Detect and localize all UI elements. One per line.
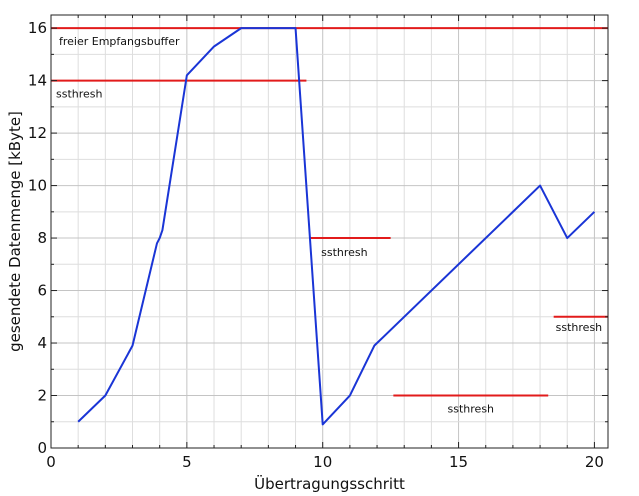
- x-tick-label: 10: [313, 453, 332, 471]
- y-axis-title: gesendete Datenmenge [kByte]: [6, 111, 24, 352]
- y-tick-label: 4: [37, 334, 47, 352]
- x-tick-label: 0: [46, 453, 56, 471]
- x-tick-label: 20: [585, 453, 604, 471]
- x-axis-title: Übertragungsschritt: [254, 474, 405, 493]
- x-tick-label: 5: [182, 453, 192, 471]
- y-tick-label: 12: [28, 124, 47, 142]
- y-tick-label: 0: [37, 439, 47, 457]
- series-line: [77, 27, 596, 426]
- annotations: freier Empfangsbuffer ssthresh ssthresh sst…: [56, 35, 602, 415]
- threshold-label: ssthresh: [556, 321, 603, 334]
- y-tick-label: 6: [37, 282, 47, 300]
- threshold-lines: [51, 27, 608, 397]
- y-tick-label: 8: [37, 229, 47, 247]
- y-tick-label: 16: [28, 19, 47, 37]
- tick-labels: 0 5 10 15 20 0 2 4 6 8 10 12 14 16: [28, 19, 604, 471]
- series-lines: [77, 27, 596, 426]
- threshold-label: freier Empfangsbuffer: [59, 35, 180, 48]
- y-tick-label: 10: [28, 177, 47, 195]
- plot-border: [50, 14, 609, 449]
- threshold-label: ssthresh: [56, 88, 103, 101]
- threshold-label: ssthresh: [321, 246, 368, 259]
- threshold-label: ssthresh: [448, 403, 495, 416]
- y-tick-label: 14: [28, 72, 47, 90]
- y-tick-label: 2: [37, 387, 47, 405]
- x-tick-label: 15: [449, 453, 468, 471]
- plot-frame: [50, 14, 609, 449]
